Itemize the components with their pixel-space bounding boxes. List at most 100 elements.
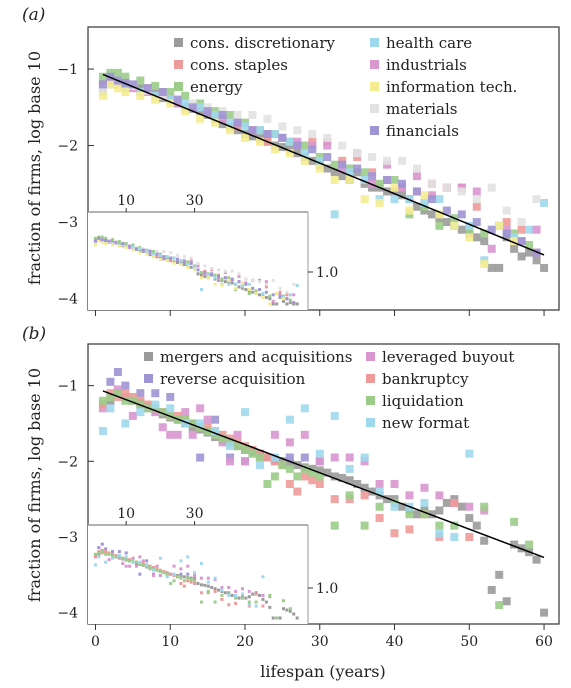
inset-data-point bbox=[247, 595, 251, 599]
data-point bbox=[255, 126, 264, 135]
panel-b: (b) fraction of firms, log base 10 −1−2−… bbox=[22, 324, 560, 650]
inset-data-point bbox=[264, 280, 268, 284]
data-point bbox=[300, 453, 309, 462]
inset-data-point bbox=[261, 604, 265, 608]
panel-b-fit-line bbox=[102, 390, 545, 559]
inset-data-point bbox=[244, 288, 248, 292]
inset-data-point bbox=[234, 282, 238, 286]
inset-data-point bbox=[220, 284, 224, 288]
inset-data-point bbox=[111, 554, 115, 558]
inset-data-point bbox=[268, 294, 272, 298]
data-point bbox=[540, 263, 549, 272]
inset-data-point bbox=[100, 542, 104, 546]
inset-data-point bbox=[217, 588, 221, 592]
data-point bbox=[330, 521, 339, 530]
data-point bbox=[233, 118, 242, 127]
data-point bbox=[173, 430, 182, 439]
data-point bbox=[330, 175, 339, 184]
data-point bbox=[495, 221, 504, 230]
data-point bbox=[248, 110, 257, 119]
inset-data-point bbox=[165, 255, 169, 259]
inset-data-point bbox=[97, 551, 101, 555]
inset-data-point bbox=[179, 567, 183, 571]
inset-data-point bbox=[189, 265, 193, 269]
data-point bbox=[360, 521, 369, 530]
data-point bbox=[525, 248, 534, 257]
data-point bbox=[383, 495, 392, 504]
data-point bbox=[285, 480, 294, 488]
inset-data-point bbox=[158, 253, 162, 257]
data-point bbox=[285, 453, 294, 462]
data-point bbox=[472, 187, 481, 196]
inset-data-point bbox=[145, 559, 149, 563]
inset-data-point bbox=[93, 563, 97, 567]
data-point bbox=[510, 517, 519, 526]
inset-data-point bbox=[152, 252, 156, 256]
data-point bbox=[405, 206, 414, 215]
data-point bbox=[375, 502, 384, 511]
legend-swatch bbox=[370, 38, 379, 47]
inset-data-point bbox=[240, 281, 244, 285]
inset-data-point bbox=[199, 562, 203, 566]
data-point bbox=[136, 91, 145, 100]
inset-data-point bbox=[271, 299, 275, 303]
data-point bbox=[300, 141, 309, 150]
inset-data-point bbox=[162, 250, 166, 253]
data-point bbox=[113, 389, 122, 398]
inset-data-point bbox=[124, 558, 128, 562]
inset-data-point bbox=[237, 274, 241, 278]
data-point bbox=[412, 164, 421, 173]
data-point bbox=[360, 453, 369, 462]
inset-data-point bbox=[268, 605, 272, 609]
inset-data-point bbox=[230, 281, 234, 285]
inset-data-point bbox=[131, 248, 135, 252]
inset-data-point bbox=[275, 292, 279, 295]
panel-b-ytick-label: −2 bbox=[57, 454, 78, 470]
inset-data-point bbox=[141, 563, 145, 567]
data-point bbox=[300, 149, 309, 158]
inset-data-point bbox=[247, 282, 251, 286]
inset-data-point bbox=[278, 294, 282, 298]
data-point bbox=[457, 187, 466, 196]
data-point bbox=[390, 502, 399, 511]
inset-data-point bbox=[165, 575, 169, 579]
data-point bbox=[173, 95, 182, 104]
data-point bbox=[442, 498, 451, 507]
data-point bbox=[420, 191, 429, 200]
data-point bbox=[435, 210, 444, 219]
data-point bbox=[308, 145, 317, 154]
inset-top-tick-label: 10 bbox=[117, 506, 135, 522]
data-point bbox=[241, 457, 249, 466]
data-point bbox=[368, 153, 377, 162]
inset-data-point bbox=[124, 551, 128, 555]
panel-a-inset-background bbox=[88, 212, 308, 310]
data-point bbox=[270, 145, 279, 154]
inset-data-point bbox=[155, 250, 159, 253]
inset-data-point bbox=[104, 238, 108, 242]
data-point bbox=[390, 175, 399, 184]
inset-data-point bbox=[186, 564, 190, 568]
data-point bbox=[113, 68, 122, 77]
data-point bbox=[233, 442, 242, 451]
data-point bbox=[323, 164, 332, 173]
inset-data-point bbox=[247, 603, 251, 607]
inset-data-point bbox=[155, 568, 159, 572]
data-point bbox=[502, 218, 511, 227]
data-point bbox=[248, 449, 257, 458]
data-point bbox=[338, 141, 347, 150]
data-point bbox=[502, 597, 511, 606]
inset-data-point bbox=[203, 583, 207, 587]
data-point bbox=[278, 461, 287, 470]
data-point bbox=[136, 76, 145, 85]
inset-data-point bbox=[213, 576, 217, 580]
inset-data-point bbox=[117, 240, 121, 244]
inset-data-point bbox=[271, 302, 275, 306]
inset-data-point bbox=[169, 251, 173, 255]
inset-data-point bbox=[199, 271, 203, 274]
data-point bbox=[285, 464, 294, 473]
inset-data-point bbox=[206, 584, 210, 588]
inset-data-point bbox=[111, 556, 115, 560]
inset-data-point bbox=[193, 579, 197, 583]
x-tick-label: 30 bbox=[311, 634, 329, 650]
inset-data-point bbox=[223, 269, 227, 273]
